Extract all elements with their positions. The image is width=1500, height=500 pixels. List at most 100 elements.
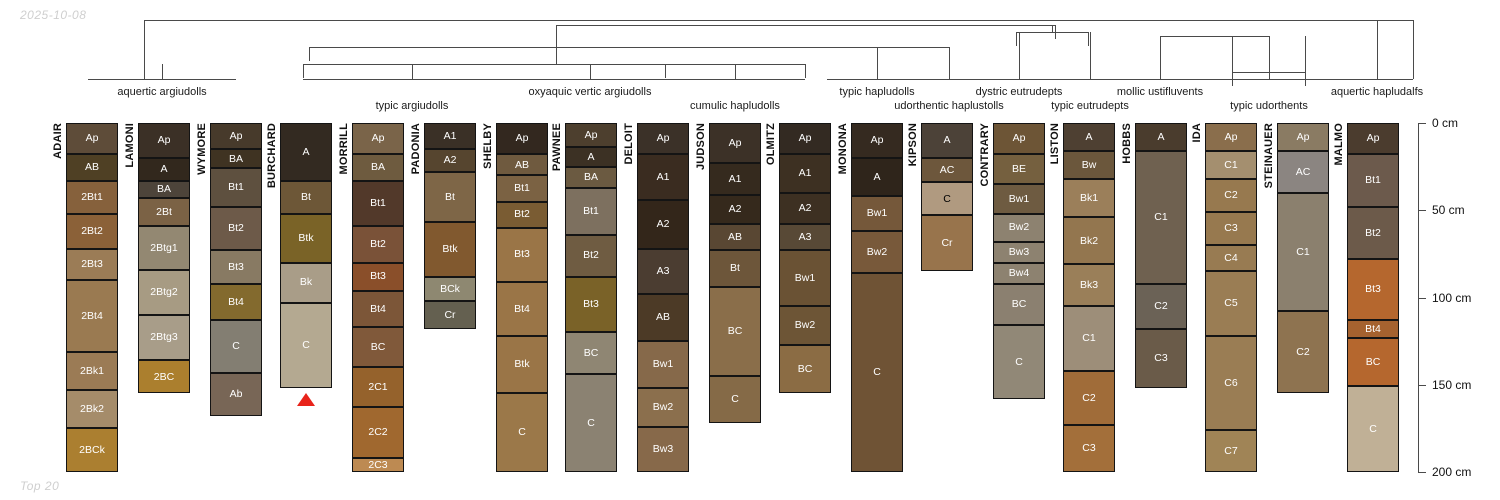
soil-horizon[interactable]: A [1135,123,1187,151]
soil-horizon[interactable]: AB [637,294,689,342]
soil-horizon[interactable]: C1 [1135,150,1187,284]
soil-horizon[interactable]: 2Bk2 [66,389,118,429]
soil-horizon[interactable]: Ap [637,123,689,155]
soil-horizon[interactable]: Bt1 [352,180,404,226]
soil-horizon[interactable]: C1 [1277,192,1329,312]
soil-horizon[interactable]: Bk2 [1063,217,1115,265]
soil-horizon[interactable]: A [565,147,617,167]
soil-horizon[interactable]: Bt3 [496,227,548,282]
soil-horizon[interactable]: Bt1 [210,168,262,207]
soil-horizon[interactable]: Bw1 [779,250,831,307]
soil-horizon[interactable]: Bt1 [496,175,548,202]
soil-horizon[interactable]: Bt1 [565,187,617,235]
soil-horizon[interactable]: Bw3 [637,426,689,472]
soil-horizon[interactable]: BC [709,287,761,376]
soil-horizon[interactable]: 2BC [138,360,190,394]
soil-horizon[interactable]: Bt3 [1347,259,1399,321]
soil-horizon[interactable]: Bw [1063,150,1115,179]
soil-horizon[interactable]: C [565,374,617,472]
soil-horizon[interactable]: Bk [280,262,332,303]
soil-horizon[interactable]: A3 [779,224,831,251]
soil-horizon[interactable]: Ap [709,123,761,164]
soil-horizon[interactable]: C5 [1205,271,1257,336]
soil-horizon[interactable]: BA [138,180,190,199]
soil-horizon[interactable]: Bt2 [352,225,404,263]
soil-horizon[interactable]: Ab [210,372,262,417]
soil-horizon[interactable]: A2 [709,194,761,225]
soil-horizon[interactable]: BC [1347,337,1399,387]
soil-horizon[interactable]: C2 [1277,311,1329,394]
soil-horizon[interactable]: 2Bt2 [66,213,118,249]
soil-horizon[interactable]: Ap [993,123,1045,155]
soil-horizon[interactable]: Bt2 [210,206,262,251]
soil-horizon[interactable]: C [210,320,262,373]
soil-horizon[interactable]: Bw2 [993,213,1045,242]
soil-horizon[interactable]: Bt2 [496,201,548,228]
soil-horizon[interactable]: 2Bt1 [66,180,118,214]
soil-horizon[interactable]: C2 [1135,283,1187,329]
soil-horizon[interactable]: A1 [637,154,689,200]
soil-horizon[interactable]: Bw1 [851,196,903,232]
soil-horizon[interactable]: Bt4 [1347,320,1399,338]
soil-horizon[interactable]: Ap [352,123,404,155]
soil-horizon[interactable]: BC [993,283,1045,326]
soil-horizon[interactable]: C3 [1063,424,1115,472]
soil-horizon[interactable]: Ap [1277,123,1329,151]
soil-horizon[interactable]: 2Bk1 [66,351,118,390]
soil-horizon[interactable]: 2C1 [352,367,404,408]
soil-horizon[interactable]: A [851,157,903,197]
soil-horizon[interactable]: AC [921,157,973,183]
soil-horizon[interactable]: 2Bt4 [66,280,118,352]
soil-horizon[interactable]: Bw3 [993,241,1045,263]
soil-horizon[interactable]: AB [496,154,548,176]
soil-horizon[interactable]: 2BCk [66,428,118,472]
soil-horizon[interactable]: C6 [1205,335,1257,431]
soil-horizon[interactable]: Bt [424,171,476,223]
soil-horizon[interactable]: AB [709,224,761,251]
soil-horizon[interactable]: C [851,273,903,472]
soil-horizon[interactable]: C4 [1205,245,1257,272]
soil-horizon[interactable]: Bt3 [565,276,617,333]
soil-horizon[interactable]: Ap [1347,123,1399,155]
soil-horizon[interactable]: A [138,157,190,181]
soil-horizon[interactable]: C [280,302,332,389]
soil-horizon[interactable]: Bt2 [565,234,617,277]
soil-horizon[interactable]: Ap [565,123,617,148]
soil-horizon[interactable]: 2Btg2 [138,269,190,315]
soil-horizon[interactable]: AB [66,154,118,181]
soil-horizon[interactable]: C3 [1205,211,1257,246]
soil-horizon[interactable]: Ap [66,123,118,155]
soil-horizon[interactable]: 2Bt3 [66,248,118,281]
soil-horizon[interactable]: BC [352,327,404,368]
soil-horizon[interactable]: Ap [1205,123,1257,151]
soil-horizon[interactable]: Bk3 [1063,264,1115,307]
soil-horizon[interactable]: Bw4 [993,262,1045,284]
soil-horizon[interactable]: Bt [280,180,332,214]
soil-horizon[interactable]: Btk [424,222,476,277]
soil-horizon[interactable]: BA [352,154,404,181]
soil-horizon[interactable]: A1 [709,163,761,195]
soil-horizon[interactable]: C7 [1205,430,1257,472]
soil-horizon[interactable]: A [921,123,973,158]
soil-horizon[interactable]: C1 [1205,150,1257,179]
soil-horizon[interactable]: Bw1 [637,341,689,389]
soil-horizon[interactable]: Cr [424,300,476,329]
soil-horizon[interactable]: C3 [1135,328,1187,389]
soil-horizon[interactable]: Bw2 [779,306,831,345]
soil-horizon[interactable]: C [709,376,761,424]
soil-horizon[interactable]: C [496,393,548,472]
soil-horizon[interactable]: C [1347,386,1399,472]
soil-horizon[interactable]: Ap [210,123,262,150]
soil-horizon[interactable]: A [1063,123,1115,151]
soil-horizon[interactable]: A3 [637,248,689,294]
soil-horizon[interactable]: 2C2 [352,407,404,459]
soil-horizon[interactable]: 2Btg3 [138,314,190,361]
soil-horizon[interactable]: BC [779,344,831,394]
soil-horizon[interactable]: Bt2 [1347,206,1399,260]
soil-horizon[interactable]: Bt4 [352,290,404,328]
soil-horizon[interactable]: C2 [1205,178,1257,212]
soil-horizon[interactable]: Ap [496,123,548,155]
soil-horizon[interactable]: 2Bt [138,198,190,226]
soil-horizon[interactable]: A [280,123,332,181]
soil-horizon[interactable]: Bt3 [352,262,404,291]
